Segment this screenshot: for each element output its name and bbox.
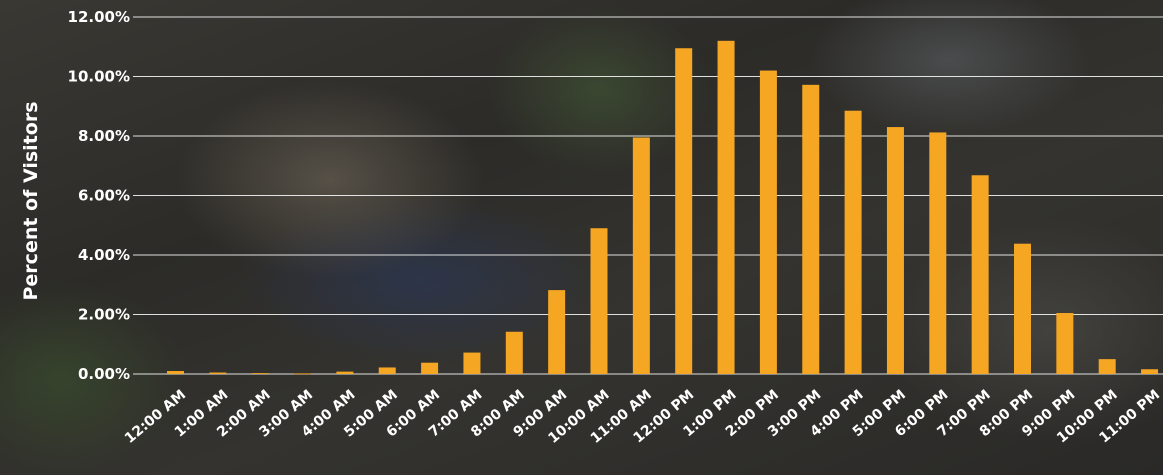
y-tick-label: 6.00% — [78, 187, 130, 205]
bar — [971, 175, 989, 374]
bar — [1014, 243, 1031, 374]
bar — [251, 373, 269, 374]
bar — [802, 84, 820, 374]
bar — [505, 331, 523, 374]
bar — [590, 228, 608, 374]
bar — [1098, 359, 1116, 374]
bar — [675, 48, 693, 375]
y-axis-tick-labels: 0.00% 2.00% 4.00% 6.00% 8.00% 10.00% 12.00% — [68, 8, 130, 383]
y-tick-label: 4.00% — [78, 246, 130, 264]
y-tick-label: 0.00% — [78, 365, 130, 383]
bar — [717, 40, 735, 375]
bar — [294, 373, 312, 375]
bar — [844, 110, 862, 375]
bar — [378, 367, 396, 374]
bar — [1056, 313, 1074, 374]
bars — [167, 40, 1159, 375]
bar — [167, 371, 184, 374]
bar — [548, 290, 566, 374]
bar — [632, 137, 650, 374]
y-tick-label: 8.00% — [78, 127, 130, 145]
bar — [421, 362, 439, 374]
bar — [209, 372, 227, 374]
y-tick-label: 12.00% — [68, 8, 130, 26]
bar — [1141, 369, 1159, 374]
bar — [886, 127, 904, 374]
y-tick-label: 2.00% — [78, 306, 130, 324]
bar — [336, 371, 354, 374]
y-tick-label: 10.00% — [68, 68, 130, 86]
bar — [929, 132, 947, 374]
x-axis-tick-labels: 12:00 AM1:00 AM2:00 AM3:00 AM4:00 AM5:00… — [122, 387, 1163, 447]
y-axis-label: Percent of Visitors — [20, 101, 42, 300]
bar — [463, 352, 481, 374]
bar — [759, 70, 777, 375]
